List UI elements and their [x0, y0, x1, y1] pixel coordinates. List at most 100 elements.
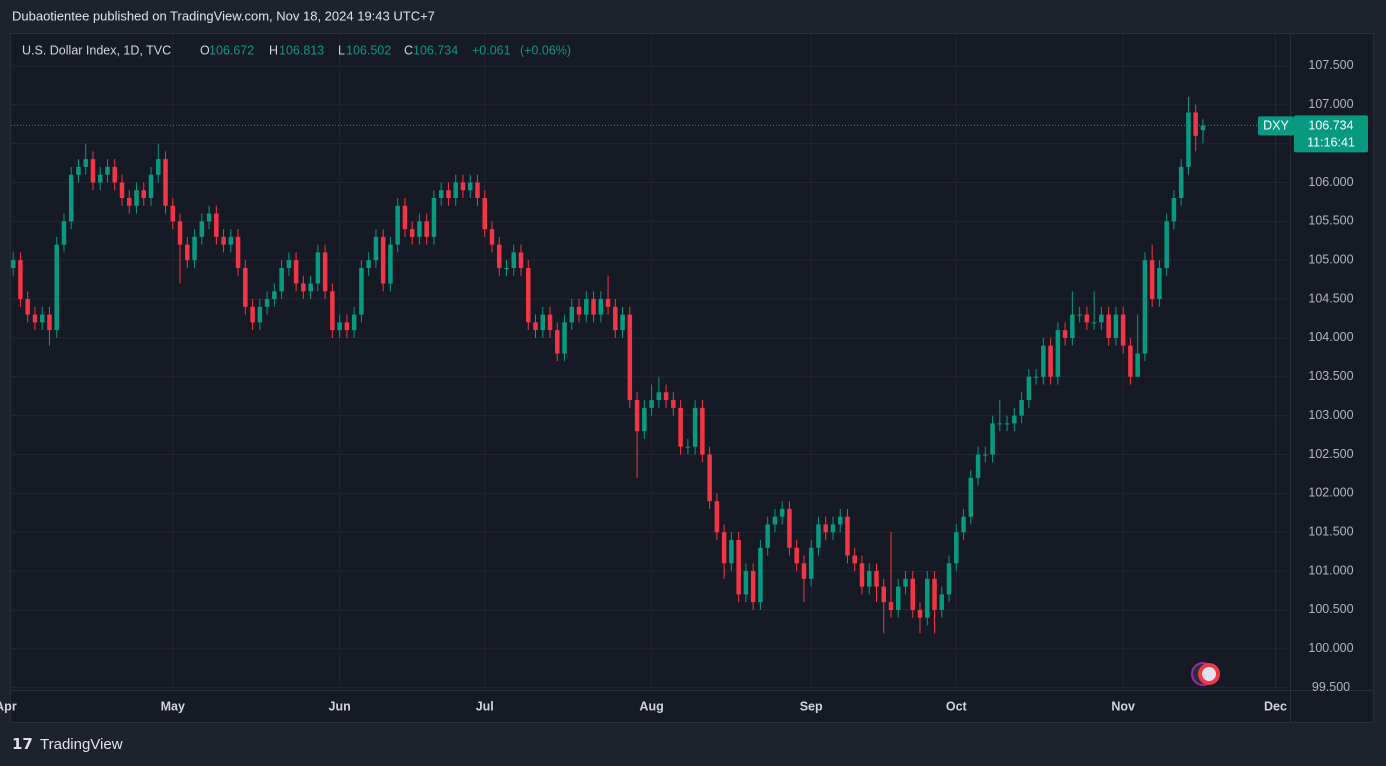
candle-body: [743, 571, 749, 595]
candle-body: [721, 532, 727, 564]
candle-body: [112, 166, 117, 183]
y-tick-label: 101.000: [1308, 563, 1353, 577]
x-tick-label: Oct: [946, 699, 968, 713]
candle-body: [351, 314, 357, 331]
candle-body: [1193, 112, 1198, 136]
change-percent: (+0.06%): [520, 43, 571, 57]
candle-body: [11, 260, 16, 268]
y-tick-label: 99.500: [1312, 680, 1350, 694]
candle-body: [1120, 314, 1126, 346]
candle-body: [293, 260, 299, 284]
candle-body: [424, 221, 429, 237]
candle-body: [1164, 221, 1169, 268]
candle-body: [467, 182, 473, 191]
chart-panel: [10, 33, 1374, 723]
candle-body: [47, 314, 52, 331]
low-label: L: [338, 43, 345, 57]
candle-body: [61, 221, 67, 245]
price-badge-value: 106.734: [1308, 119, 1353, 133]
candle-body: [910, 578, 916, 610]
candle-body: [199, 221, 205, 237]
high-value: 106.813: [279, 43, 324, 57]
candle-body: [932, 578, 937, 610]
candle-body: [555, 330, 560, 354]
open-label: O: [200, 43, 210, 57]
symbol-badge: [1258, 116, 1294, 136]
y-tick-label: 103.500: [1308, 369, 1353, 383]
high-label: H: [269, 43, 278, 57]
candle-body: [257, 306, 263, 323]
candle-body: [192, 236, 197, 261]
candle-body: [990, 423, 995, 455]
candle-body: [482, 198, 487, 230]
candle-body: [1200, 125, 1206, 131]
candle-body: [779, 508, 785, 517]
close-label: C: [404, 43, 413, 57]
candle-body: [395, 205, 400, 245]
candle-body: [511, 252, 516, 268]
y-tick-label: 100.500: [1308, 602, 1353, 616]
candle-body: [808, 547, 814, 579]
candle-body: [678, 407, 683, 447]
candle-body: [322, 252, 328, 292]
candle-body: [380, 236, 386, 284]
candle-body: [794, 547, 799, 564]
candle-body: [1091, 322, 1097, 324]
y-tick-label: 105.000: [1308, 252, 1353, 266]
y-tick-label: 103.000: [1308, 408, 1353, 422]
candle-body: [925, 578, 930, 618]
candle-body: [569, 306, 575, 323]
candle-body: [214, 213, 219, 237]
candle-body: [264, 299, 270, 307]
candle-body: [830, 524, 836, 533]
candle-body: [1070, 314, 1075, 338]
candle-body: [946, 563, 952, 595]
candle-body: [605, 299, 611, 307]
candle-body: [235, 236, 241, 268]
candle-body: [663, 392, 669, 401]
candle-body: [1149, 260, 1155, 300]
candle-body: [1186, 112, 1191, 167]
candle-body: [148, 174, 154, 198]
candle-body: [874, 571, 879, 587]
candle-body: [301, 283, 306, 292]
candle-body: [939, 594, 945, 610]
x-tick-label: Dec: [1264, 699, 1287, 713]
candle-body: [243, 267, 248, 307]
candle-body: [881, 586, 886, 603]
candle-body: [68, 174, 74, 222]
candle-body: [714, 501, 720, 533]
candle-body: [1113, 314, 1119, 338]
candle-body: [206, 213, 212, 222]
candle-body: [431, 198, 437, 237]
candle-body: [671, 400, 676, 408]
candle-body: [272, 291, 277, 300]
y-tick-label: 102.000: [1308, 486, 1353, 500]
candle-body: [954, 532, 959, 564]
open-value: 106.672: [209, 43, 254, 57]
candle-body: [961, 516, 966, 533]
candle-body: [837, 516, 843, 525]
candle-body: [83, 159, 88, 167]
candle-body: [620, 314, 625, 331]
candle-body: [845, 516, 850, 556]
candle-body: [446, 190, 451, 198]
candle-body: [816, 524, 821, 548]
candle-body: [642, 407, 647, 432]
candle-body: [888, 602, 894, 610]
candle-body: [707, 454, 712, 502]
candle-body: [504, 267, 509, 269]
candle-body: [540, 314, 546, 331]
candle-body: [801, 563, 807, 579]
y-tick-label: 104.500: [1308, 291, 1353, 305]
symbol-name: U.S. Dollar Index, 1D, TVC: [22, 43, 171, 57]
candle-body: [366, 260, 371, 268]
brand-name: TradingView: [40, 736, 123, 753]
candle-body: [1048, 345, 1053, 377]
candle-body: [772, 516, 778, 525]
candle-body: [968, 477, 974, 517]
candle-body: [163, 159, 168, 206]
candle-body: [1084, 314, 1090, 323]
